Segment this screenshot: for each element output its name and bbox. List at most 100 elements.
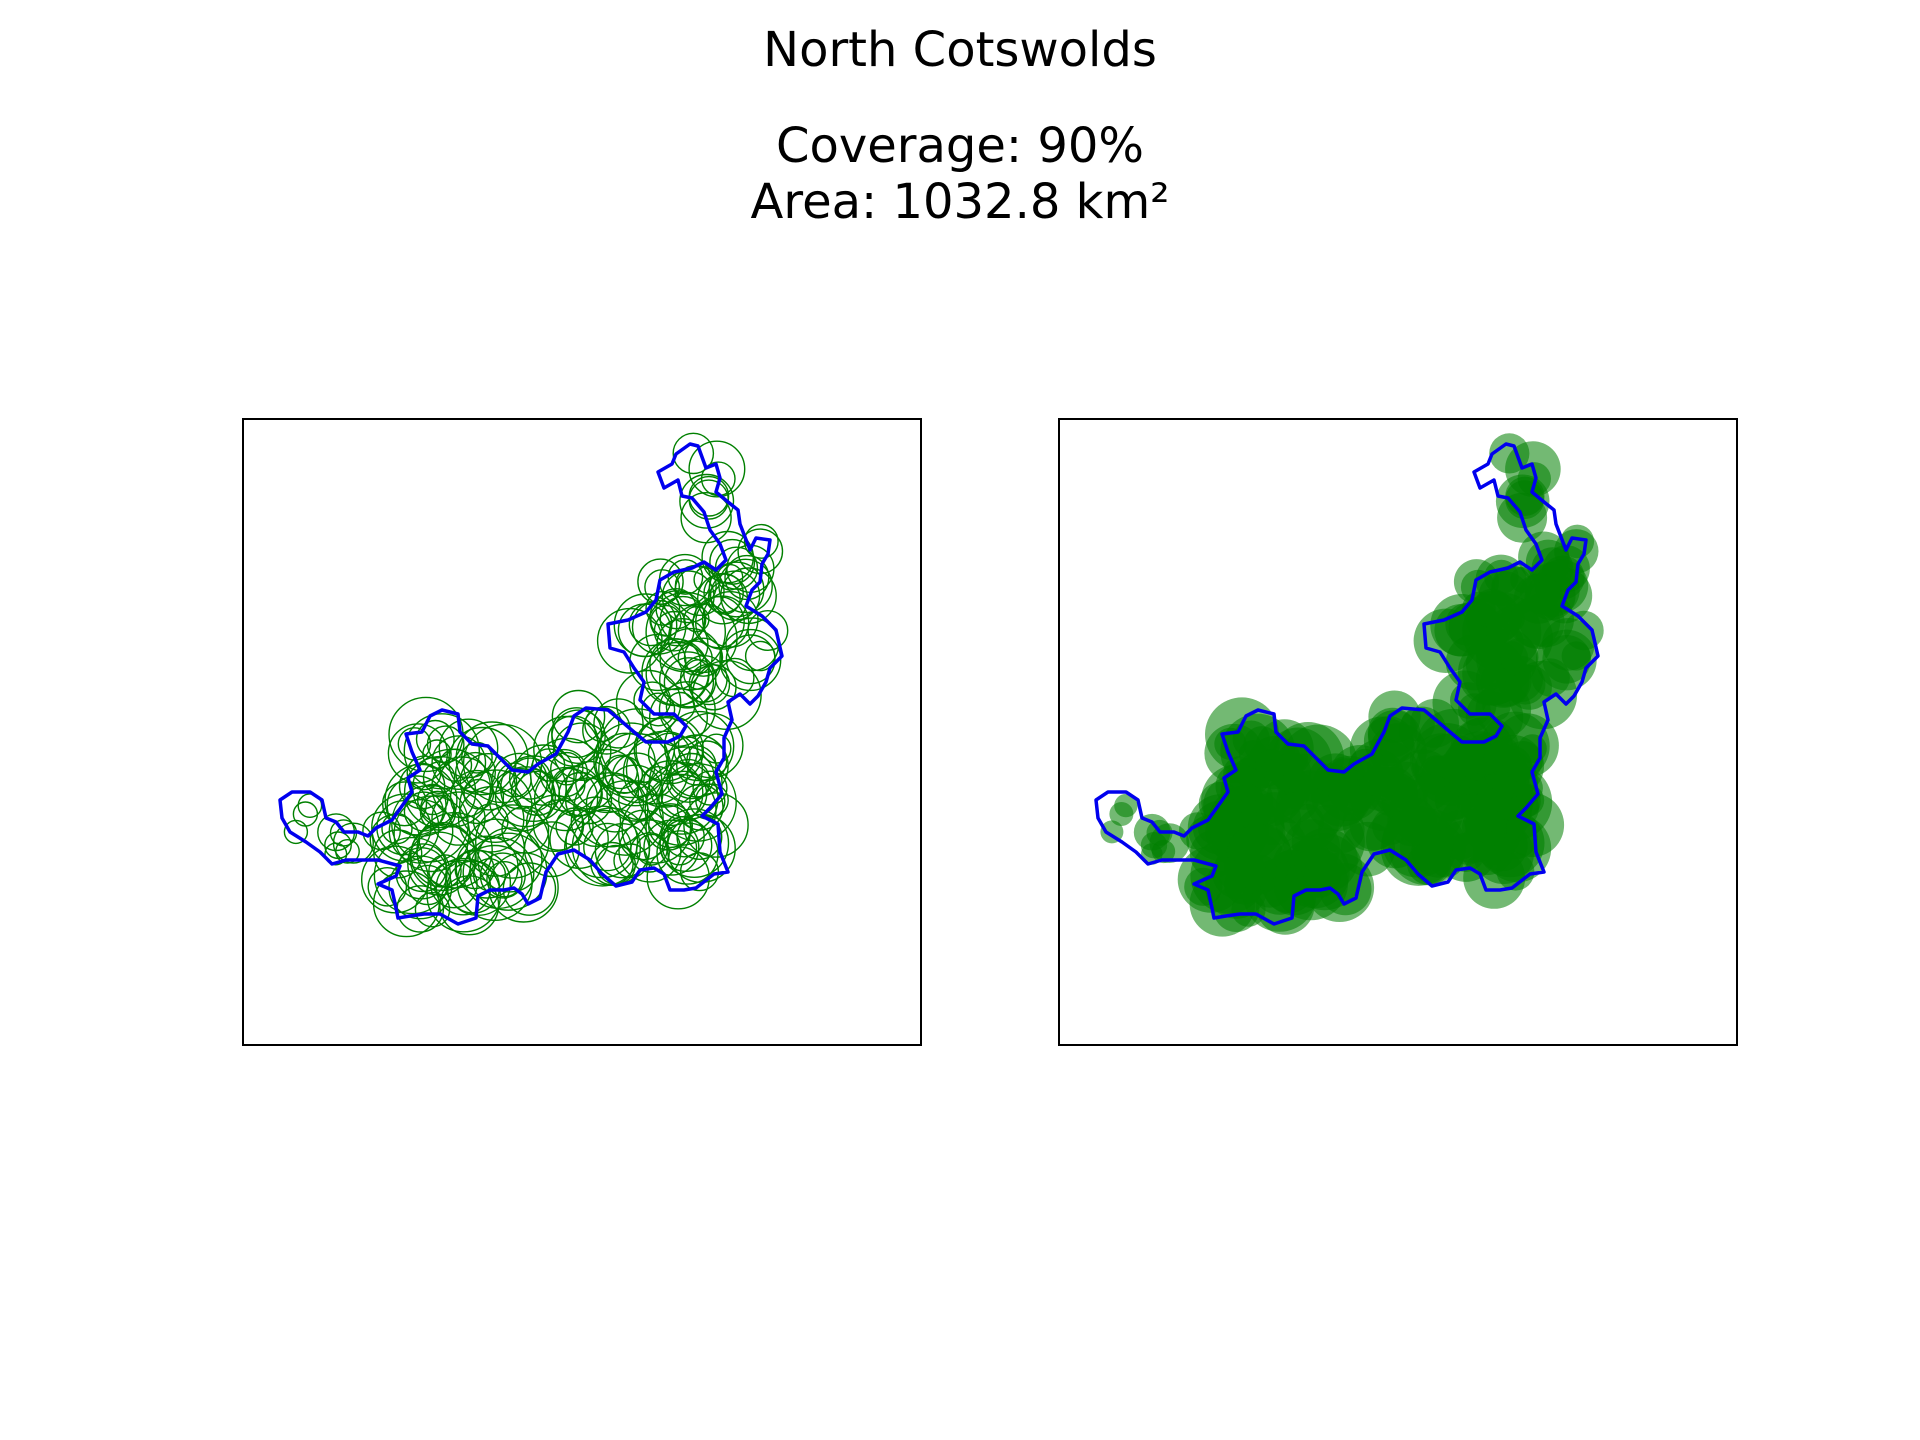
coverage-circle xyxy=(703,572,744,614)
coverage-circle xyxy=(683,792,749,858)
coverage-circle xyxy=(1496,852,1535,891)
coverage-circle xyxy=(719,628,782,692)
coverage-circle xyxy=(603,754,638,790)
coverage-circle xyxy=(459,752,518,811)
coverage-circle xyxy=(663,657,715,708)
coverage-circle xyxy=(644,569,680,605)
coverage-circle xyxy=(672,432,715,475)
coverage-circle xyxy=(332,822,374,864)
district-boundary xyxy=(278,442,784,926)
coverage-circle xyxy=(494,766,556,828)
coverage-circle xyxy=(391,784,469,863)
coverage-circle xyxy=(683,637,724,677)
coverage-circle xyxy=(679,654,728,703)
coverage-circle xyxy=(599,708,676,784)
coverage-label: Coverage: 90% xyxy=(775,118,1145,174)
coverage-circle xyxy=(388,798,454,864)
coverage-circle xyxy=(643,766,674,797)
coverage-circle xyxy=(373,829,423,879)
coverage-circle xyxy=(674,565,725,616)
coverage-circle xyxy=(686,740,728,782)
coverage-circle xyxy=(1133,813,1171,851)
coverage-circle xyxy=(595,732,656,794)
coverage-circle xyxy=(1243,726,1280,763)
coverage-circle xyxy=(661,830,698,866)
coverage-map-filled xyxy=(1094,433,1604,937)
coverage-circle xyxy=(324,831,352,860)
coverage-circle xyxy=(409,823,477,892)
coverage-circle xyxy=(438,718,499,779)
coverage-circle xyxy=(415,719,455,759)
coverage-circle xyxy=(564,809,642,887)
coverage-circle xyxy=(454,751,496,793)
coverage-circle xyxy=(531,748,566,782)
coverage-circle xyxy=(647,732,691,776)
coverage-circle xyxy=(565,760,615,810)
coverage-circle xyxy=(565,805,639,879)
coverage-circle xyxy=(656,822,719,885)
coverage-circle xyxy=(583,822,632,872)
coverage-circle xyxy=(474,804,550,879)
coverage-circle xyxy=(658,681,716,739)
coverage-circle xyxy=(1520,573,1560,613)
coverage-circle xyxy=(431,735,487,790)
coverage-circle xyxy=(643,819,700,876)
coverage-circle xyxy=(1109,802,1134,826)
coverage-circle xyxy=(709,538,756,585)
coverage-circle xyxy=(1387,797,1437,847)
coverage-circle xyxy=(1261,850,1327,916)
coverage-circle xyxy=(1560,524,1595,559)
coverage-circle xyxy=(655,587,697,630)
coverage-circle xyxy=(384,763,458,837)
coverage-circle xyxy=(514,770,561,816)
coverage-circle xyxy=(479,852,526,899)
coverage-circle xyxy=(725,634,776,685)
coverage-circle xyxy=(635,715,705,785)
coverage-map-outlines xyxy=(278,432,789,938)
coverage-circle xyxy=(426,725,465,764)
coverage-circle xyxy=(292,801,319,827)
coverage-circle xyxy=(618,819,682,883)
coverage-circle xyxy=(513,744,575,806)
coverage-circle xyxy=(523,821,580,878)
coverage-circle xyxy=(617,603,672,658)
coverage-circle xyxy=(747,609,789,651)
coverage-circle-group xyxy=(283,432,789,938)
coverage-circle xyxy=(388,696,464,773)
coverage-circle xyxy=(373,836,452,915)
coverage-circle xyxy=(431,791,486,846)
coverage-circle xyxy=(416,783,449,816)
coverage-circle xyxy=(324,842,348,866)
coverage-circle xyxy=(606,764,664,822)
coverage-circle xyxy=(633,681,672,720)
coverage-circle xyxy=(645,590,681,626)
area-label: Area: 1032.8 km² xyxy=(750,174,1170,230)
coverage-circle xyxy=(695,783,729,818)
coverage-circle xyxy=(539,748,589,798)
coverage-circle xyxy=(387,723,449,784)
coverage-circle xyxy=(570,796,622,848)
coverage-circle xyxy=(664,710,735,782)
map-panel-filled xyxy=(1058,418,1738,1046)
coverage-circle xyxy=(720,567,777,625)
coverage-circle xyxy=(565,777,613,825)
coverage-circle xyxy=(659,808,730,878)
coverage-circle xyxy=(593,698,644,749)
coverage-circle xyxy=(555,807,594,846)
coverage-circle xyxy=(1496,655,1543,703)
coverage-circle xyxy=(659,595,707,643)
coverage-circle xyxy=(551,689,606,744)
coverage-fill-group xyxy=(1100,433,1604,937)
coverage-circle xyxy=(1518,734,1547,763)
coverage-circle xyxy=(428,854,462,888)
coverage-circle xyxy=(649,687,709,747)
coverage-circle xyxy=(551,707,603,759)
coverage-circle xyxy=(688,440,746,498)
coverage-circle xyxy=(1367,707,1418,758)
coverage-circle xyxy=(403,713,481,790)
coverage-circle xyxy=(718,558,773,614)
coverage-circle xyxy=(396,885,445,933)
coverage-circle xyxy=(457,785,525,853)
coverage-circle xyxy=(414,891,451,928)
coverage-circle xyxy=(1276,753,1333,810)
